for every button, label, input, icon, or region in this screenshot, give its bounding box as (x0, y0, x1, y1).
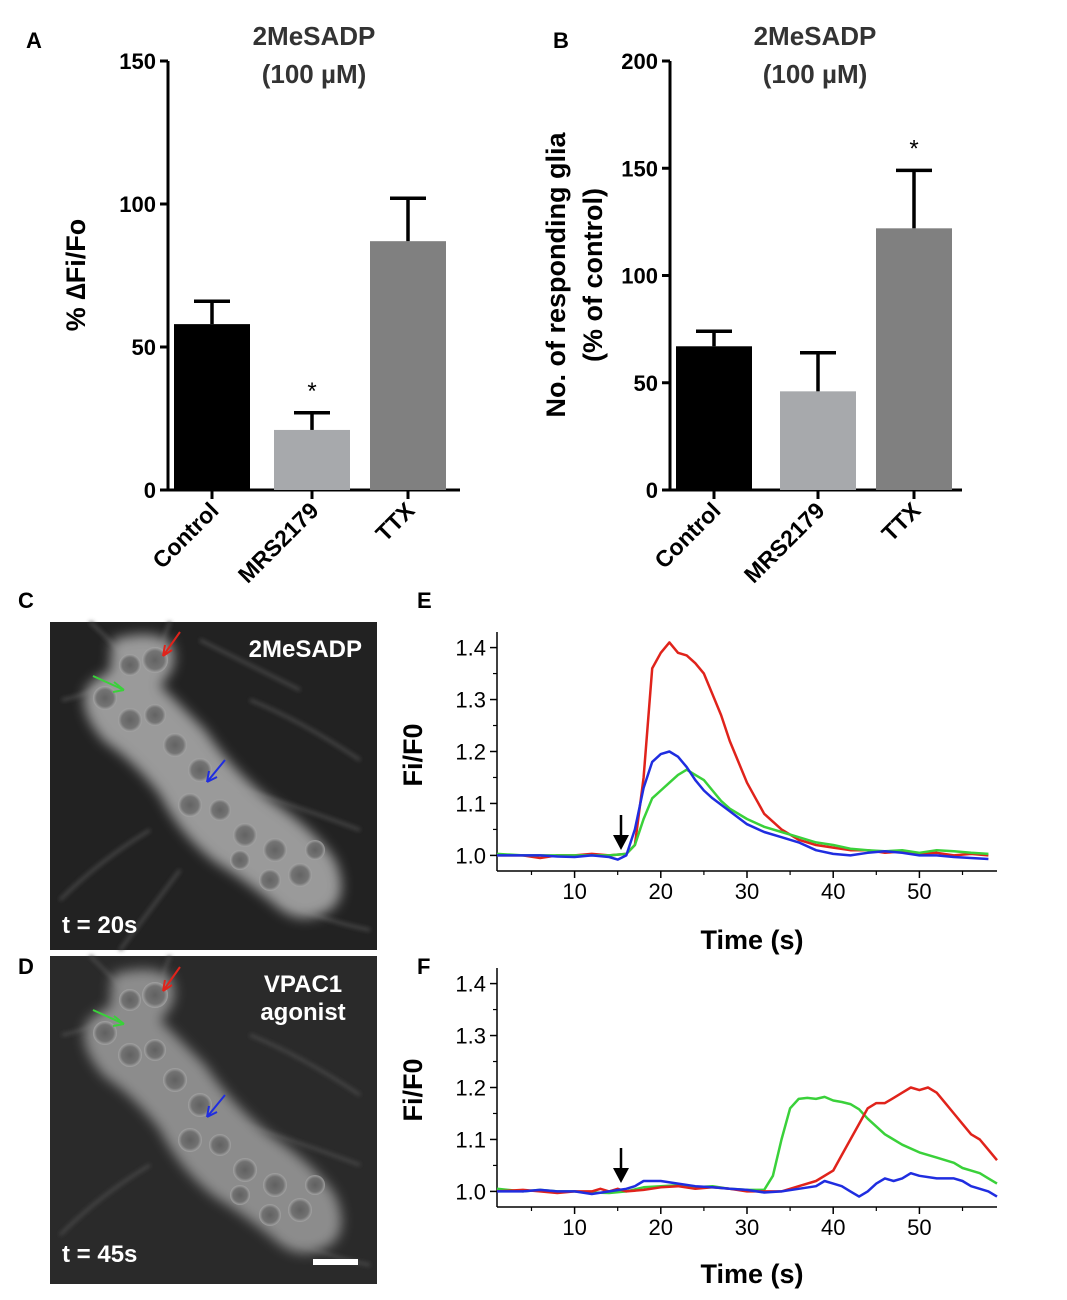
micrograph-c-time: t = 20s (62, 912, 137, 939)
chart-e-xtick-label-3: 40 (821, 879, 845, 904)
chart-a-ytick-label-3: 150 (119, 49, 156, 74)
chart-e-xtick-label-2: 30 (735, 879, 759, 904)
micrograph-d-label-2: agonist (260, 999, 345, 1026)
chart-a-significance-1: * (307, 378, 316, 405)
chart-e-ytick-label-3: 1.3 (455, 688, 486, 713)
chart-e-xlabel: Time (s) (700, 925, 803, 955)
chart-e-xtick-label-1: 20 (649, 879, 673, 904)
chart-f-ylabel: Fi/F0 (398, 1058, 428, 1121)
line-chart-e: Fi/F0 Time (s) 1.0 1.1 1.2 1.3 1.4 10 20 30 40 50 (398, 632, 997, 955)
chart-a-ytick-label-2: 100 (119, 192, 156, 217)
chart-e-series-blue-cell (497, 750, 989, 861)
chart-e-series-red-cell (497, 641, 989, 860)
micrograph-d-time: t = 45s (62, 1241, 137, 1268)
chart-a-ytick-label-0: 0 (144, 478, 156, 503)
chart-e-ytick-label-2: 1.2 (455, 740, 486, 765)
panel-label-f: F (417, 954, 430, 979)
chart-f-xtick-label-3: 40 (821, 1215, 845, 1240)
chart-a-xtick-label-0: Control (147, 497, 223, 573)
bar-chart-a: 2MeSADP (100 µM) % ∆Fi/Fo 0 50 100 150 Contr… (61, 21, 460, 588)
chart-b-subtitle: (100 µM) (763, 59, 868, 89)
panel-label-e: E (417, 588, 432, 613)
chart-b-ylabel-2: (% of control) (578, 188, 608, 362)
chart-b-ytick-label-3: 150 (621, 156, 658, 181)
chart-e-series-green-cell (496, 768, 989, 857)
chart-e-xtick-label-0: 10 (562, 879, 586, 904)
chart-b-xtick-label-2: TTX (876, 497, 926, 547)
chart-f-xlabel: Time (s) (700, 1259, 803, 1289)
chart-b-xtick-label-1: MRS2179 (739, 497, 830, 588)
bar-chart-b: 2MeSADP (100 µM) No. of responding glia … (541, 21, 962, 588)
panel-label-c: C (18, 588, 34, 613)
line-chart-f: Fi/F0 Time (s) 1.0 1.1 1.2 1.3 1.4 10 20 30 40 50 (398, 968, 998, 1289)
chart-f-xtick-label-1: 20 (649, 1215, 673, 1240)
chart-b-ytick-label-4: 200 (621, 49, 658, 74)
chart-f-ytick-label-1: 1.1 (455, 1127, 486, 1152)
chart-b-ytick-label-1: 50 (634, 371, 658, 396)
chart-f-xtick-label-0: 10 (562, 1215, 586, 1240)
panel-label-b: B (553, 28, 569, 53)
chart-b-title: 2MeSADP (754, 21, 877, 51)
chart-a-bar-1 (274, 429, 350, 490)
chart-f-ytick-label-3: 1.3 (455, 1024, 486, 1049)
chart-e-ytick-label-1: 1.1 (455, 791, 486, 816)
panel-label-d: D (18, 954, 34, 979)
chart-a-xtick-label-2: TTX (370, 497, 420, 547)
chart-f-ytick-label-0: 1.0 (455, 1179, 486, 1204)
chart-f-xtick-label-2: 30 (735, 1215, 759, 1240)
chart-f-series-red-cell (496, 1086, 998, 1195)
chart-e-ytick-label-0: 1.0 (455, 843, 486, 868)
chart-b-bar-0 (676, 346, 752, 490)
stimulus-arrow-e (613, 815, 629, 850)
chart-f-series-green-cell (496, 1095, 998, 1195)
micrograph-d: VPAC1 agonist t = 45s (50, 954, 377, 1284)
chart-a-ylabel: % ∆Fi/Fo (61, 219, 91, 332)
micrograph-d-label-1: VPAC1 (264, 971, 342, 998)
chart-f-series-blue-cell (497, 1171, 998, 1198)
stimulus-arrow-f (613, 1148, 629, 1183)
chart-b-bar-1 (780, 391, 856, 490)
micrograph-c-label: 2MeSADP (249, 636, 362, 663)
chart-f-xtick-label-4: 50 (907, 1215, 931, 1240)
chart-a-subtitle: (100 µM) (262, 59, 367, 89)
chart-e-ylabel: Fi/F0 (398, 723, 428, 786)
chart-b-xtick-label-0: Control (649, 497, 725, 573)
chart-b-ylabel: No. of responding glia (541, 132, 571, 418)
chart-a-title: 2MeSADP (253, 21, 376, 51)
chart-b-ytick-label-2: 100 (621, 264, 658, 289)
chart-e-ytick-label-4: 1.4 (455, 636, 486, 661)
panel-label-a: A (26, 28, 42, 53)
chart-a-bar-2 (370, 241, 446, 490)
micrograph-c: 2MeSADP t = 20s (50, 620, 377, 951)
chart-b-significance-2: * (909, 135, 918, 162)
chart-a-bar-0 (174, 324, 250, 490)
chart-f-ytick-label-2: 1.2 (455, 1076, 486, 1101)
chart-b-bar-2 (876, 228, 952, 490)
chart-a-ytick-label-1: 50 (132, 335, 156, 360)
chart-b-ytick-label-0: 0 (646, 478, 658, 503)
chart-e-xtick-label-4: 50 (907, 879, 931, 904)
chart-f-ytick-label-4: 1.4 (455, 972, 486, 997)
chart-a-xtick-label-1: MRS2179 (233, 497, 324, 588)
